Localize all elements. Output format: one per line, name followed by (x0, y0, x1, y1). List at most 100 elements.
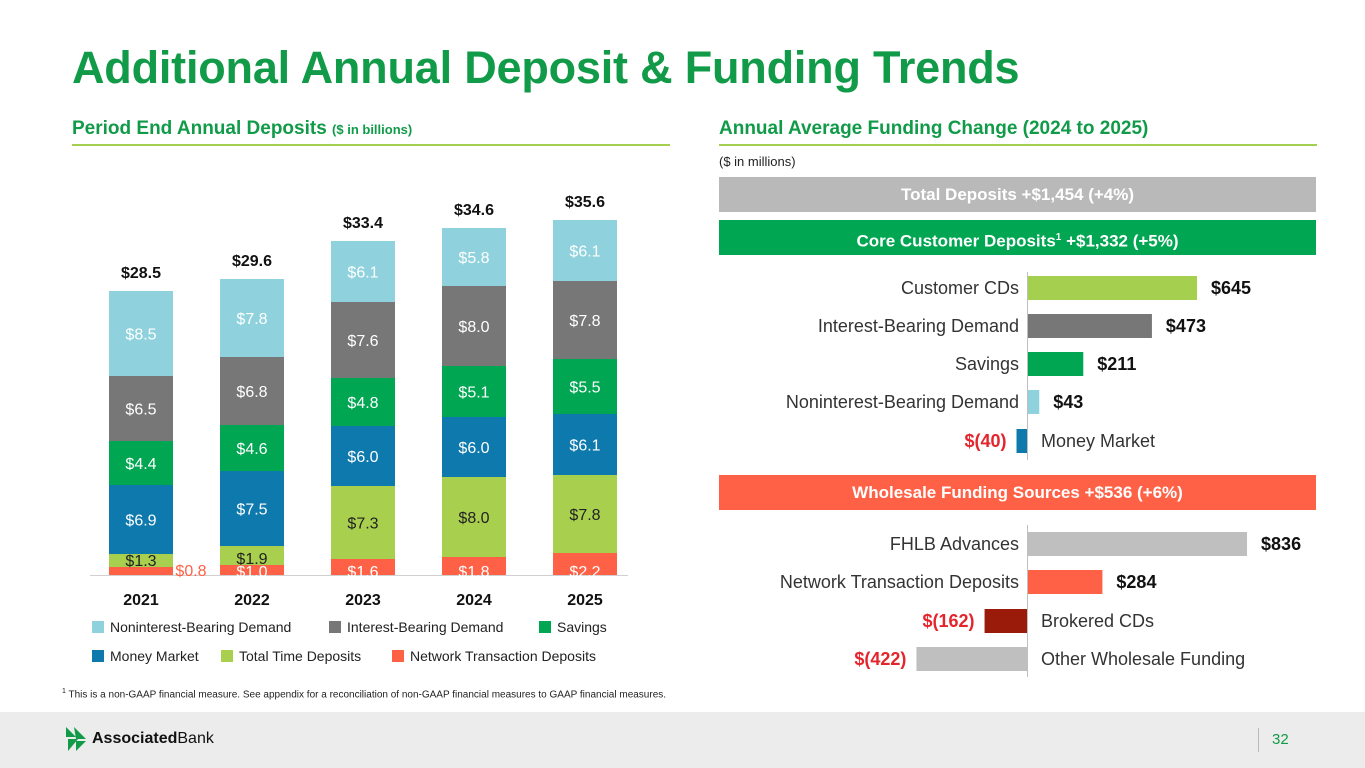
footnote: 1 This is a non-GAAP financial measure. … (62, 688, 666, 700)
core-deposits-band: Core Customer Deposits1 +$1,332 (+5%) (719, 220, 1316, 255)
category-label: Interest-Bearing Demand (818, 316, 1019, 336)
core-deposits-chart: Customer CDs $645 Interest-Bearing Demand $… (786, 272, 1251, 460)
bar-segment-label: $1.8 (458, 564, 489, 581)
wholesale-band: Wholesale Funding Sources +$536 (+6%) (719, 475, 1316, 510)
bar-segment (553, 553, 617, 575)
legend-item-network: Network Transaction Deposits (392, 648, 596, 664)
bar-segment (331, 426, 395, 486)
category-label: Customer CDs (901, 278, 1019, 298)
bar-segment-label: $2.2 (569, 564, 600, 581)
value-label: $(162) (923, 611, 975, 631)
x-tick-label: 2023 (345, 592, 381, 609)
bar-segment-label: $0.8 (175, 563, 206, 580)
bar-segment-label: $5.8 (458, 250, 489, 267)
change-bar (1028, 570, 1103, 594)
bar-total-label: $35.6 (565, 194, 605, 211)
bar-segment (109, 441, 173, 485)
bar-segment (442, 557, 506, 575)
legend-swatch (92, 621, 104, 633)
bar-segment-label: $8.5 (125, 327, 156, 344)
change-bar (1016, 429, 1027, 453)
value-label: $836 (1261, 534, 1301, 554)
bar-segment (442, 286, 506, 366)
bar-segment-label: $6.5 (125, 402, 156, 419)
bar-segment (553, 281, 617, 359)
bar-segment (331, 486, 395, 559)
bar-segment-label: $6.1 (569, 438, 600, 455)
core-band-suffix: +$1,332 (+5%) (1061, 231, 1179, 251)
value-label: $473 (1166, 316, 1206, 336)
category-label: Network Transaction Deposits (780, 572, 1019, 592)
right-panel-title: Annual Average Funding Change (2024 to 2… (719, 118, 1149, 139)
legend-item-time-deposits: Total Time Deposits (221, 648, 361, 664)
bar-segment-label: $7.8 (569, 507, 600, 524)
right-panel-rule (719, 144, 1317, 146)
associated-bank-logo: AssociatedBank (64, 724, 214, 754)
bar-segment (553, 414, 617, 475)
change-bar (1028, 276, 1197, 300)
legend-item-money-market: Money Market (92, 648, 199, 664)
bar-segment (220, 565, 284, 575)
page-separator (1258, 728, 1259, 752)
bar-segment (331, 241, 395, 302)
change-bar (916, 647, 1027, 671)
change-bar (984, 609, 1027, 633)
right-panel-units: ($ in millions) (719, 154, 796, 169)
legend-label: Interest-Bearing Demand (347, 619, 504, 635)
core-band-footnote-mark: 1 (1055, 232, 1062, 243)
logo-text-bold: Associated (92, 730, 178, 747)
bar-segment-label: $8.0 (458, 510, 489, 527)
bar-segment-label: $6.0 (458, 440, 489, 457)
bar-total-label: $33.4 (343, 215, 383, 232)
bar-segment (553, 359, 617, 414)
bar-segment-label: $8.0 (458, 319, 489, 336)
bar-segment (442, 477, 506, 557)
legend-label: Noninterest-Bearing Demand (110, 619, 292, 635)
left-panel-title-text: Period End Annual Deposits (72, 118, 327, 139)
deposits-stacked-chart: $0.8$1.3$6.9$4.4$6.5$8.5$28.52021$1.0$1.… (90, 194, 628, 609)
category-label: Money Market (1041, 431, 1155, 451)
bar-segment (109, 376, 173, 441)
bar-segment-label: $6.9 (125, 513, 156, 530)
footer-bar (0, 712, 1365, 768)
logo-text-regular: Bank (177, 730, 214, 747)
bar-segment-label: $1.3 (125, 553, 156, 570)
footnote-text: This is a non-GAAP financial measure. Se… (65, 689, 667, 701)
value-label: $211 (1097, 354, 1136, 374)
page-title: Additional Annual Deposit & Funding Tren… (72, 42, 1020, 93)
category-label: FHLB Advances (890, 534, 1019, 554)
associated-bank-logo-icon (66, 727, 86, 751)
bar-segment (109, 554, 173, 567)
bar-segment-label: $6.8 (236, 384, 267, 401)
wholesale-funding-chart: FHLB Advances $836 Network Transaction Dep… (780, 525, 1301, 677)
legend-label: Network Transaction Deposits (410, 648, 596, 664)
page-number: 32 (1272, 731, 1289, 748)
category-label: Other Wholesale Funding (1041, 649, 1245, 669)
bar-segment-label: $4.8 (347, 395, 378, 412)
bar-segment-label: $4.4 (125, 456, 156, 473)
category-label: Savings (955, 354, 1019, 374)
bar-total-label: $28.5 (121, 265, 161, 282)
bar-segment (331, 378, 395, 426)
bar-segment-label: $7.6 (347, 333, 378, 350)
bar-segment (220, 425, 284, 471)
bar-total-label: $29.6 (232, 253, 272, 270)
bar-segment (553, 475, 617, 553)
left-panel-title-note: ($ in billions) (332, 122, 413, 137)
value-label: $43 (1053, 392, 1083, 412)
bar-segment (442, 366, 506, 417)
bar-total-label: $34.6 (454, 202, 494, 219)
bar-segment (331, 559, 395, 575)
footnote-mark: 1 (62, 688, 66, 695)
left-panel-rule (72, 144, 670, 146)
total-deposits-band: Total Deposits +$1,454 (+4%) (719, 177, 1316, 212)
value-label: $(422) (854, 649, 906, 669)
logo-text: AssociatedBank (92, 730, 214, 748)
bar-segment-label: $6.0 (347, 449, 378, 466)
bar-segment (220, 471, 284, 546)
bar-segment-label: $1.9 (236, 551, 267, 568)
change-bar (1028, 532, 1248, 556)
bar-segment (331, 302, 395, 378)
bar-segment (220, 546, 284, 565)
bar-segment (220, 357, 284, 425)
